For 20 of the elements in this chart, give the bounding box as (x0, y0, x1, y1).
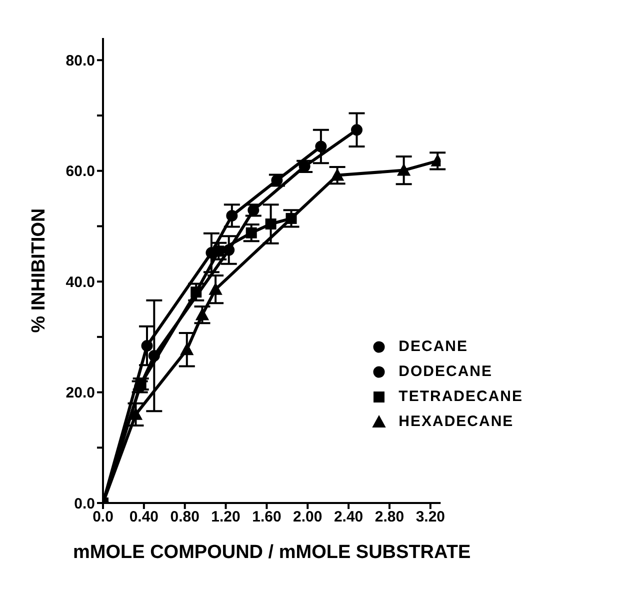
x-axis-title: mMOLE COMPOUND / mMOLE SUBSTRATE (73, 542, 471, 563)
x-tick-label: 0.80 (170, 508, 200, 526)
y-tick-label: 60.0 (66, 163, 95, 180)
legend-label: HEXADECANE (398, 413, 514, 430)
x-tick-label: 2.80 (374, 508, 404, 526)
x-tick-label: 3.20 (416, 508, 446, 526)
x-tick-label: 1.60 (252, 508, 282, 526)
y-tick-label: 40.0 (66, 274, 95, 291)
y-tick-label: 0.0 (74, 495, 95, 512)
y-tick-label: 80.0 (66, 52, 95, 70)
x-tick-label: 1.20 (211, 508, 240, 526)
x-tick-label: 2.40 (334, 508, 364, 526)
legend-label: TETRADECANE (398, 388, 523, 405)
x-tick-label: 2.00 (293, 508, 322, 526)
y-tick-label: 20.0 (66, 384, 95, 402)
x-tick-label: 0.40 (129, 508, 159, 526)
x-tick-label: 0.0 (92, 508, 114, 526)
legend-label: DECANE (398, 338, 468, 355)
legend-label: DODECANE (398, 363, 492, 380)
y-axis-title: % INHIBITION (28, 208, 50, 333)
